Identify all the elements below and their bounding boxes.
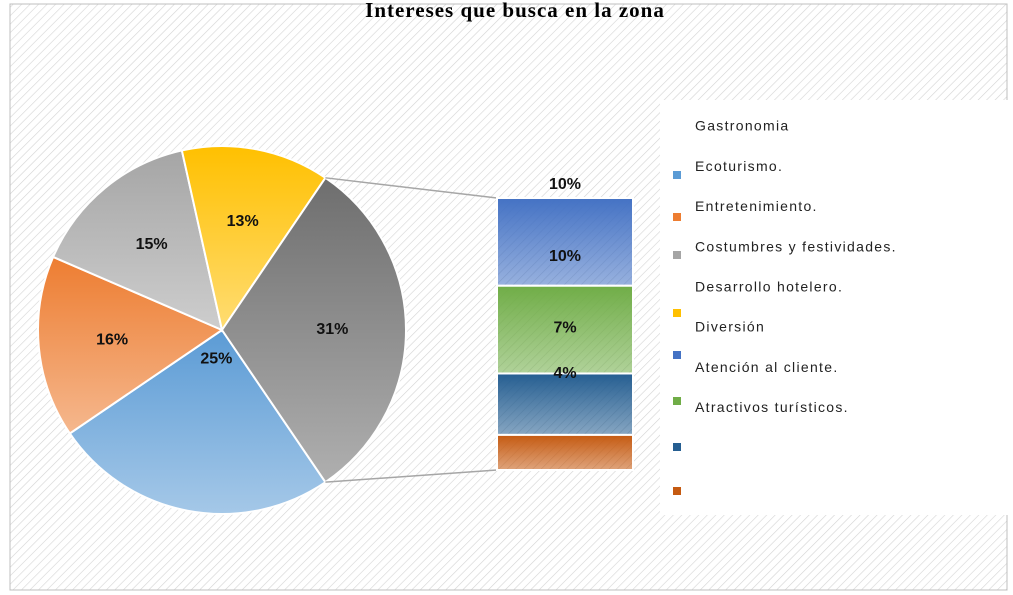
legend-marker [673,171,681,179]
legend-marker [673,213,681,221]
connector-line [325,177,498,199]
legend-marker [673,397,681,405]
legend-marker [673,487,681,495]
legend-marker [673,443,681,451]
data-label: 16% [96,332,128,349]
legend-label: Desarrollo hotelero. [695,279,843,295]
legend-label: Entretenimiento. [695,198,818,214]
data-label: 13% [227,213,259,230]
data-label: 31% [316,321,348,338]
legend-label: Diversión [695,319,765,335]
legend-label: Gastronomia [695,118,789,134]
data-label: 25% [200,351,232,368]
legend-box [660,100,1008,515]
legend-marker [673,351,681,359]
legend-label: Costumbres y festividades. [695,238,897,254]
legend-label: Atención al cliente. [695,359,839,375]
bar-segment [496,197,634,287]
bar-segment [496,372,634,436]
pie-slice [51,149,224,332]
data-label: 10% [549,248,581,265]
connector-line [325,469,498,483]
legend-marker [673,251,681,259]
data-label: 4% [553,365,576,382]
bar-segment [496,284,634,375]
legend-marker [673,309,681,317]
chart-title: Intereses que busca en la zona [365,0,665,22]
data-label: 10% [549,176,581,193]
data-label: 15% [136,236,168,253]
bar-segment [496,433,634,472]
pie-slice [180,145,327,333]
pie-slice [37,255,225,435]
legend-label: Atractivos turísticos. [695,399,849,415]
legend-label: Ecoturismo. [695,158,783,174]
pie-slice [220,176,407,484]
data-label: 7% [553,320,576,337]
pie-slice [68,328,327,515]
